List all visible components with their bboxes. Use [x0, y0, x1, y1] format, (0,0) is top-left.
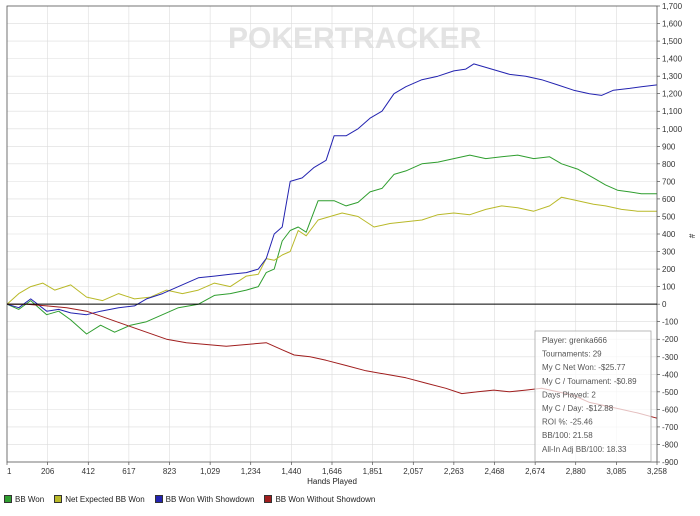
x-tick-labels: 1 206 412 617 823 1,029 1,234 1,440 1,646 1,851 2,… — [7, 467, 668, 476]
x-tick-label: 823 — [163, 467, 177, 476]
y-tick-label: 800 — [662, 160, 676, 169]
y-tick-label: 1,400 — [662, 55, 683, 64]
x-axis-title: Hands Played — [307, 477, 357, 486]
y-tick-label: 300 — [662, 248, 676, 257]
legend-label: BB Won — [15, 494, 45, 504]
x-tick-label: 1 — [7, 467, 12, 476]
y-tick-label: -900 — [662, 458, 679, 467]
x-tick-label: 1,029 — [200, 467, 221, 476]
legend-item-without-showdown[interactable]: BB Won Without Showdown — [264, 495, 375, 504]
info-line: Days Played: 2 — [542, 390, 596, 399]
legend-label: BB Won With Showdown — [165, 494, 255, 504]
y-tick-label: 100 — [662, 283, 676, 292]
info-line: Player: grenka666 — [542, 336, 607, 345]
legend-swatch-without-showdown — [264, 495, 273, 503]
axes — [6, 5, 660, 465]
legend-swatch-bb-won — [4, 495, 12, 503]
y-tick-label: 1,500 — [662, 37, 683, 46]
y-axis-title: # — [687, 234, 696, 239]
y-tick-label: -400 — [662, 370, 679, 379]
y-tick-label: -300 — [662, 353, 679, 362]
chart-area: POKERTRACKER 1,7001,6001,5001,4001,3001,… — [6, 2, 696, 486]
y-tick-label: -500 — [662, 388, 679, 397]
x-tick-label: 1,440 — [281, 467, 302, 476]
watermark: POKERTRACKER — [228, 22, 482, 55]
y-tick-label: 900 — [662, 142, 676, 151]
info-line: Tournaments: 29 — [542, 350, 602, 359]
info-line: BB/100: 21.58 — [542, 431, 593, 440]
series-line-2 — [6, 63, 658, 316]
y-tick-label: -100 — [662, 318, 679, 327]
x-tick-label: 206 — [41, 467, 55, 476]
legend-swatch-net-expected — [54, 495, 63, 503]
info-line: My C / Day: -$12.88 — [542, 404, 614, 413]
x-tick-label: 1,234 — [241, 467, 262, 476]
x-tick-label: 2,880 — [566, 467, 587, 476]
legend-label: Net Expected BB Won — [65, 494, 145, 504]
legend-item-bb-won[interactable]: BB Won — [4, 495, 44, 504]
info-line: ROI %: -25.46 — [542, 418, 593, 427]
x-tick-label: 3,085 — [606, 467, 627, 476]
y-tick-label: 700 — [662, 177, 676, 186]
legend-swatch-with-showdown — [154, 495, 163, 503]
series-line-1 — [6, 196, 657, 305]
x-tick-label: 1,646 — [322, 467, 343, 476]
player-stats-box: Player: grenka666 Tournaments: 29 My C Net… — [534, 330, 652, 462]
y-tick-label: 0 — [662, 300, 667, 309]
y-tick-label: 1,000 — [662, 125, 683, 134]
legend-item-net-expected[interactable]: Net Expected BB Won — [54, 494, 145, 504]
y-tick-label: -700 — [662, 423, 679, 432]
y-tick-label: 1,100 — [662, 107, 683, 116]
x-tick-label: 617 — [122, 467, 136, 476]
y-tick-label: 1,300 — [662, 72, 683, 81]
y-tick-label: 600 — [662, 195, 676, 204]
y-tick-labels: 1,700 1,600 1,500 1,400 1,300 1,200 1,100 1,000… — [662, 2, 683, 467]
info-line: My C Net Won: -$25.77 — [542, 363, 626, 372]
x-tick-label: 2,263 — [444, 467, 465, 476]
y-tick-label: 1,200 — [662, 90, 683, 99]
info-line: All-In Adj BB/100: 18.33 — [542, 445, 627, 454]
x-tick-label: 2,057 — [403, 467, 424, 476]
legend-item-with-showdown[interactable]: BB Won With Showdown — [154, 494, 255, 504]
y-tick-label: 1,600 — [662, 20, 683, 29]
x-tick-label: 2,674 — [525, 467, 546, 476]
x-tick-label: 1,851 — [363, 467, 384, 476]
y-tick-label: -800 — [662, 440, 679, 449]
plot-frame — [6, 5, 658, 463]
legend-label: BB Won Without Showdown — [275, 494, 376, 504]
info-box-frame — [534, 330, 652, 462]
y-tick-label: -600 — [662, 405, 679, 414]
y-tick-label: 500 — [662, 212, 676, 221]
x-tick-label: 3,258 — [647, 467, 668, 476]
x-tick-label: 2,468 — [484, 467, 505, 476]
series-line-0 — [6, 154, 657, 335]
y-tick-label: -200 — [662, 335, 679, 344]
y-tick-label: 400 — [662, 230, 676, 239]
legend: BB Won Net Expected BB Won BB Won With S… — [4, 491, 386, 507]
info-line: My C / Tournament: -$0.89 — [542, 377, 637, 386]
y-tick-label: 1,700 — [662, 2, 683, 11]
y-tick-label: 200 — [662, 265, 676, 274]
x-tick-label: 412 — [82, 467, 96, 476]
